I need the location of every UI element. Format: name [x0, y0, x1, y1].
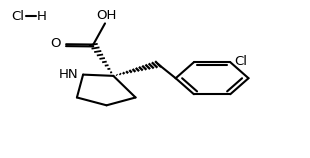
- Text: H: H: [37, 10, 47, 23]
- Text: Cl: Cl: [235, 55, 248, 68]
- Text: O: O: [51, 37, 61, 50]
- Text: Cl: Cl: [11, 10, 24, 23]
- Text: HN: HN: [59, 68, 78, 81]
- Text: OH: OH: [96, 9, 117, 22]
